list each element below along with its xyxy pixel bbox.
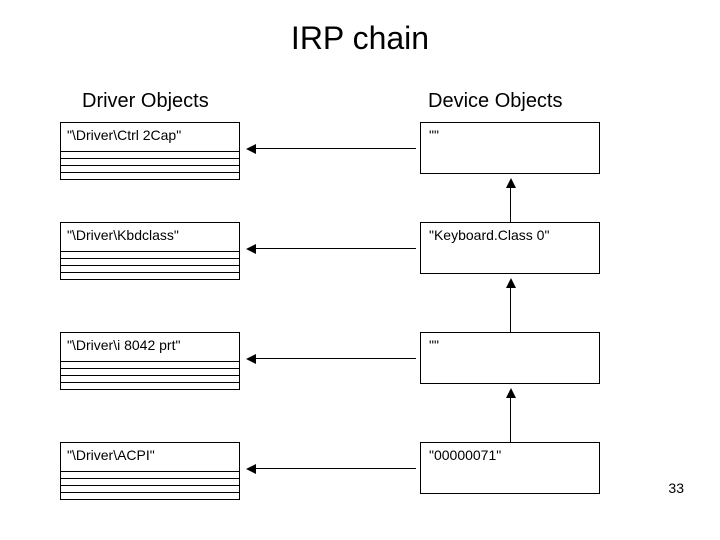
page-title: IRP chain	[0, 20, 720, 57]
device-object-label: "Keyboard.Class 0"	[429, 227, 549, 243]
driver-object-box: "\Driver\Kbdclass"	[60, 222, 240, 280]
driver-object-box: "\Driver\Ctrl 2Cap"	[60, 122, 240, 180]
driver-object-label: "\Driver\Kbdclass"	[67, 227, 179, 243]
device-chain-arrow	[510, 180, 511, 222]
device-to-driver-arrow	[248, 468, 416, 469]
device-chain-arrow	[510, 280, 511, 332]
driver-object-box: "\Driver\i 8042 prt"	[60, 332, 240, 390]
device-object-box: "Keyboard.Class 0"	[420, 222, 600, 274]
devices-column-header: Device Objects	[428, 90, 563, 113]
driver-object-label: "\Driver\i 8042 prt"	[67, 337, 180, 353]
device-to-driver-arrow	[248, 358, 416, 359]
driver-object-label: "\Driver\Ctrl 2Cap"	[67, 127, 181, 143]
device-to-driver-arrow	[248, 148, 416, 149]
device-object-label: ""	[429, 127, 439, 143]
device-object-box: ""	[420, 332, 600, 384]
driver-object-box: "\Driver\ACPI"	[60, 442, 240, 500]
device-object-box: "00000071"	[420, 442, 600, 494]
device-to-driver-arrow	[248, 248, 416, 249]
page-number: 33	[668, 480, 684, 496]
device-chain-arrow	[510, 390, 511, 442]
device-object-box: ""	[420, 122, 600, 174]
driver-object-label: "\Driver\ACPI"	[67, 447, 155, 463]
device-object-label: "00000071"	[429, 447, 501, 463]
drivers-column-header: Driver Objects	[82, 90, 209, 113]
device-object-label: ""	[429, 337, 439, 353]
